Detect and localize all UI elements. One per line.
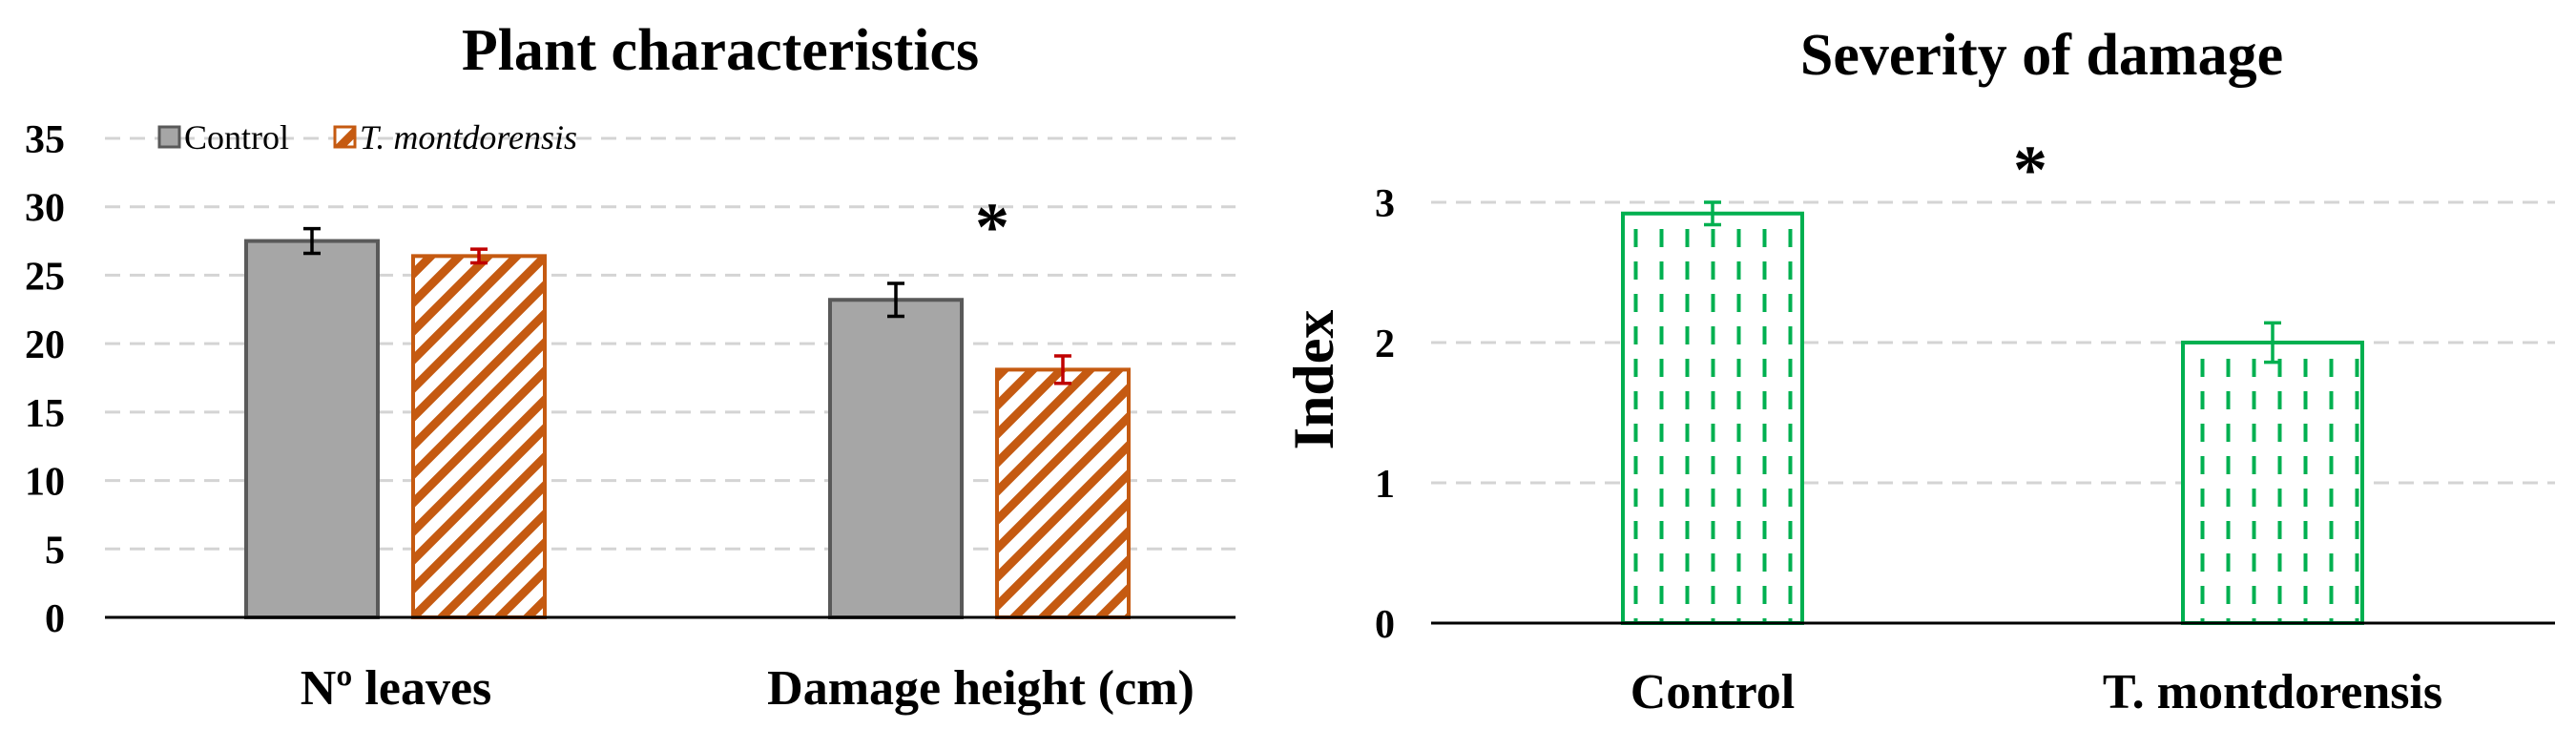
error-bar (303, 226, 321, 256)
chart-title: Severity of damage (1800, 23, 2283, 88)
legend-label: T. montdorensis (360, 118, 577, 156)
error-bar (470, 247, 488, 265)
bars (244, 239, 1131, 619)
error-bars (1704, 200, 2281, 364)
chart-title: Plant characteristics (462, 18, 979, 83)
category-label: Control (1631, 665, 1795, 719)
category-label: T. montdorensis (2103, 665, 2442, 719)
y-tick-label: 25 (25, 255, 65, 299)
legend-swatch-control (157, 125, 181, 149)
bar-control (828, 298, 964, 619)
y-tick-label: 30 (25, 187, 65, 231)
y-axis-label: Index (1282, 310, 1345, 450)
category-label: Nº leaves (301, 661, 492, 716)
category-label: Damage height (cm) (767, 661, 1195, 716)
y-tick-label: 10 (25, 461, 65, 505)
legend-item-t-montdorensis[interactable]: T. montdorensis (333, 118, 577, 156)
legend-label: Control (184, 118, 289, 156)
error-bar (1704, 200, 1721, 227)
error-bar (1054, 354, 1071, 385)
y-tick-label: 35 (25, 118, 65, 162)
severity-of-damage-chart: Severity of damage Index 0 1 2 3 Control T.… (1282, 23, 2555, 719)
error-bar (887, 281, 904, 319)
gridlines (1431, 200, 2555, 485)
bars (1621, 211, 2364, 625)
y-tick-label: 1 (1375, 463, 1395, 507)
y-axis-ticks: 0 1 2 3 (1375, 182, 1395, 647)
y-tick-label: 20 (25, 323, 65, 367)
y-axis-ticks: 0 5 10 15 20 25 30 35 (25, 118, 65, 641)
legend[interactable]: Control T. montdorensis (157, 118, 577, 156)
bar-t-montdorensis (411, 254, 547, 619)
bar-severity (1621, 211, 1804, 625)
significance-marker: * (2013, 132, 2047, 208)
legend-item-control[interactable]: Control (157, 118, 289, 156)
error-bar (2264, 321, 2281, 364)
error-bars (303, 226, 1071, 385)
x-axis-categories: Control T. montdorensis (1631, 665, 2442, 719)
plant-characteristics-chart: Plant characteristics 0 5 10 15 20 25 30 35 Nº … (25, 18, 1236, 716)
y-tick-label: 0 (1375, 603, 1395, 647)
bar-control (244, 239, 380, 619)
y-tick-label: 5 (45, 529, 65, 573)
significance-marker: * (975, 189, 1009, 265)
y-tick-label: 2 (1375, 323, 1395, 366)
y-tick-label: 3 (1375, 182, 1395, 226)
bar-t-montdorensis (995, 367, 1131, 619)
x-axis-categories: Nº leaves Damage height (cm) (301, 661, 1195, 716)
y-tick-label: 15 (25, 392, 65, 436)
legend-swatch-t-montdorensis (333, 125, 357, 149)
bar-severity (2181, 341, 2364, 625)
y-tick-label: 0 (45, 597, 65, 641)
